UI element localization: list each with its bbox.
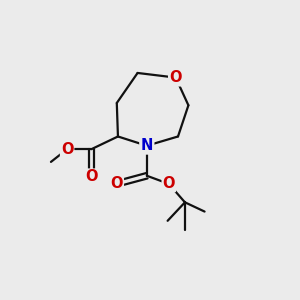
Text: O: O [61,142,74,157]
Text: O: O [110,176,123,191]
Text: O: O [163,176,175,191]
Text: O: O [169,70,182,85]
Text: N: N [141,138,153,153]
Text: O: O [85,169,98,184]
